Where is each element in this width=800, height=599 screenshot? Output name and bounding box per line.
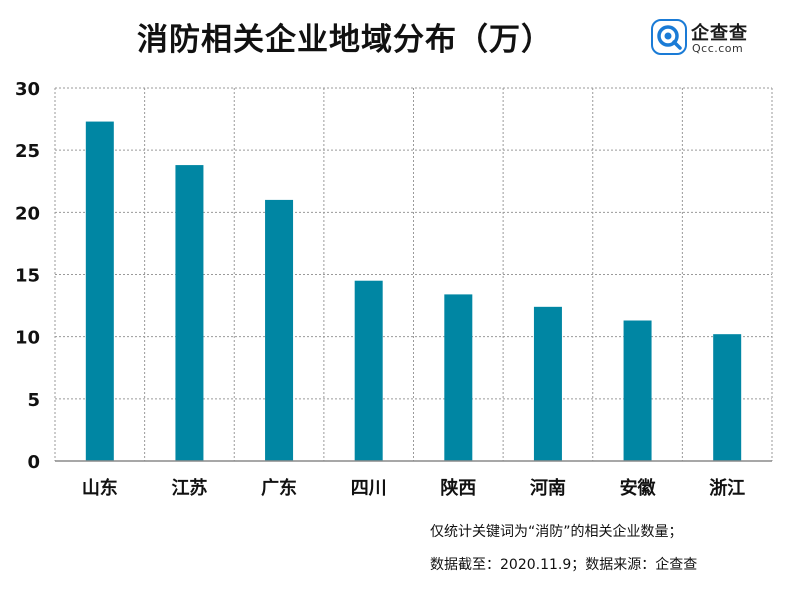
footnote-scope: 仅统计关键词为“消防”的相关企业数量； bbox=[430, 524, 683, 540]
footnote-source: 数据截至：2020.11.9；数据来源：企查查 bbox=[430, 557, 698, 573]
x-category-label: 江苏 bbox=[171, 477, 207, 499]
logo-domain: Qcc.com bbox=[692, 42, 744, 55]
bars bbox=[85, 121, 742, 461]
x-category-label: 陕西 bbox=[440, 477, 476, 499]
bar-四川 bbox=[354, 280, 383, 461]
x-category-label: 浙江 bbox=[709, 477, 745, 499]
y-tick-label: 15 bbox=[15, 266, 40, 287]
bar-山东 bbox=[85, 121, 114, 461]
y-tick-label: 30 bbox=[15, 79, 40, 100]
logo-name: 企查查 bbox=[691, 23, 748, 44]
x-category-label: 河南 bbox=[530, 477, 566, 499]
gridlines bbox=[54, 87, 773, 461]
y-tick-label: 25 bbox=[15, 141, 40, 162]
bar-河南 bbox=[533, 306, 562, 461]
bar-陕西 bbox=[444, 294, 473, 461]
y-tick-label: 10 bbox=[15, 328, 40, 349]
y-tick-label: 20 bbox=[15, 203, 40, 224]
chart-title: 消防相关企业地域分布（万） bbox=[137, 22, 553, 58]
x-category-label: 四川 bbox=[351, 478, 387, 499]
x-axis-category-labels: 山东 江苏 广东 四川 陕西 河南 安徽 浙江 bbox=[82, 477, 745, 499]
bar-浙江 bbox=[713, 334, 742, 461]
x-category-label: 山东 bbox=[82, 477, 118, 499]
x-category-label: 安徽 bbox=[620, 477, 657, 499]
y-axis-tick-labels: 0 5 10 15 20 25 30 bbox=[15, 79, 40, 473]
qcc-logo-icon bbox=[651, 19, 687, 55]
y-tick-label: 5 bbox=[27, 390, 40, 411]
bar-广东 bbox=[265, 199, 294, 461]
qcc-logo: 企查查 Qcc.com bbox=[651, 17, 771, 59]
y-tick-label: 0 bbox=[27, 452, 40, 473]
bar-江苏 bbox=[175, 165, 204, 461]
bar-安徽 bbox=[623, 320, 652, 461]
x-category-label: 广东 bbox=[261, 477, 297, 499]
